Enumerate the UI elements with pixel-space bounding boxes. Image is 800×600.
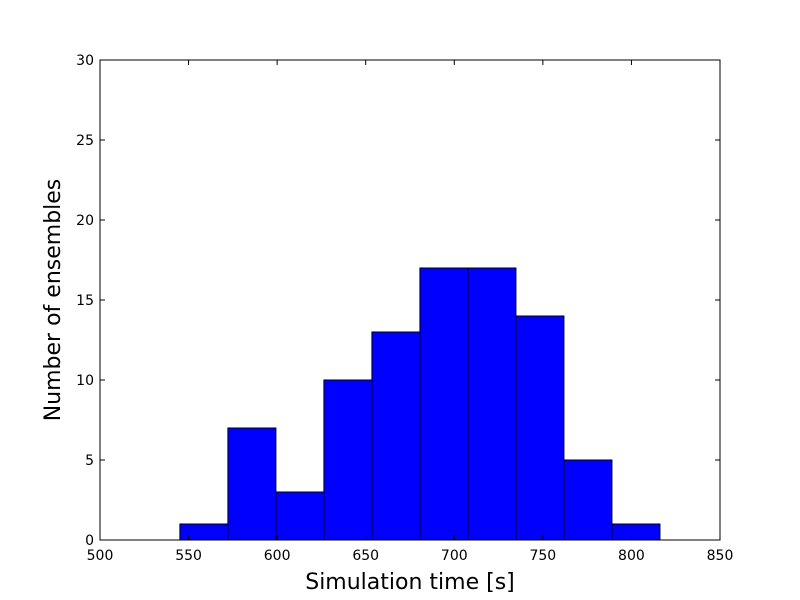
histogram-bar-2 <box>275 491 325 541</box>
y-tick-label-1: 5 <box>85 453 94 469</box>
x-tick-label-6: 800 <box>618 548 645 564</box>
y-tick-label-6: 30 <box>76 53 94 69</box>
x-axis-title: Simulation time [s] <box>305 570 515 595</box>
histogram-bar-3 <box>323 379 373 541</box>
histogram-bar-9 <box>611 523 661 541</box>
histogram-bar-4 <box>371 331 421 541</box>
histogram-bar-8 <box>563 459 613 541</box>
x-tick-label-5: 750 <box>529 548 556 564</box>
histogram-bar-0 <box>179 523 229 541</box>
x-tick-label-4: 700 <box>441 548 468 564</box>
x-tick-label-3: 650 <box>352 548 379 564</box>
x-tick-label-7: 850 <box>707 548 734 564</box>
y-tick-label-3: 15 <box>76 293 94 309</box>
ticks-group <box>99 59 721 541</box>
y-axis-title: Number of ensembles <box>41 179 66 422</box>
histogram-bar-6 <box>467 267 517 541</box>
histogram-bar-5 <box>419 267 469 541</box>
x-tick-label-1: 550 <box>175 548 202 564</box>
x-tick-label-2: 600 <box>264 548 291 564</box>
y-tick-label-4: 20 <box>76 213 94 229</box>
tick-labels-group: 500 550 600 650 700 750 800 850 0 5 10 15 20 25 30 <box>76 53 733 564</box>
histogram-bar-7 <box>515 315 565 541</box>
y-tick-label-0: 0 <box>85 533 94 549</box>
y-tick-label-2: 10 <box>76 373 94 389</box>
bars-group <box>179 267 661 541</box>
y-tick-label-5: 25 <box>76 133 94 149</box>
x-tick-label-0: 500 <box>87 548 114 564</box>
histogram-bar-1 <box>227 427 277 541</box>
